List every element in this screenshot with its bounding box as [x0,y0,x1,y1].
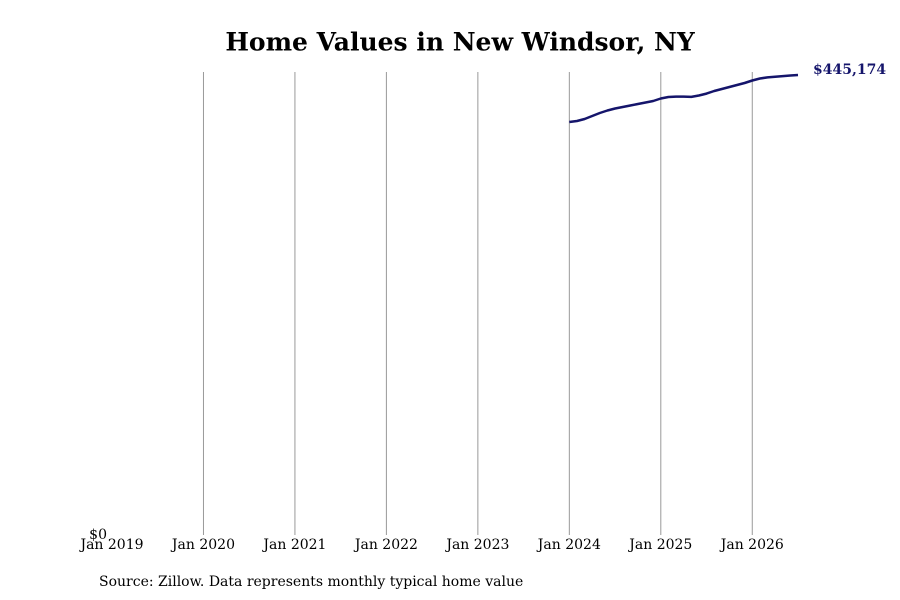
x-tick-label: Jan 2020 [170,537,235,553]
x-tick-label: Jan 2022 [353,537,418,553]
source-note: Source: Zillow. Data represents monthly … [99,574,523,590]
x-tick-label: Jan 2019 [78,537,143,553]
x-tick-label: Jan 2025 [627,537,692,553]
x-tick-label: Jan 2021 [261,537,326,553]
x-tick-label: Jan 2023 [444,537,509,553]
x-tick-label: Jan 2024 [536,537,601,553]
line-series [569,73,799,124]
value-label: $445,174 [813,62,886,78]
y-tick-label: $0 [89,527,107,543]
x-tick-label: Jan 2026 [719,537,784,553]
chart-title: Home Values in New Windsor, NY [225,28,696,57]
